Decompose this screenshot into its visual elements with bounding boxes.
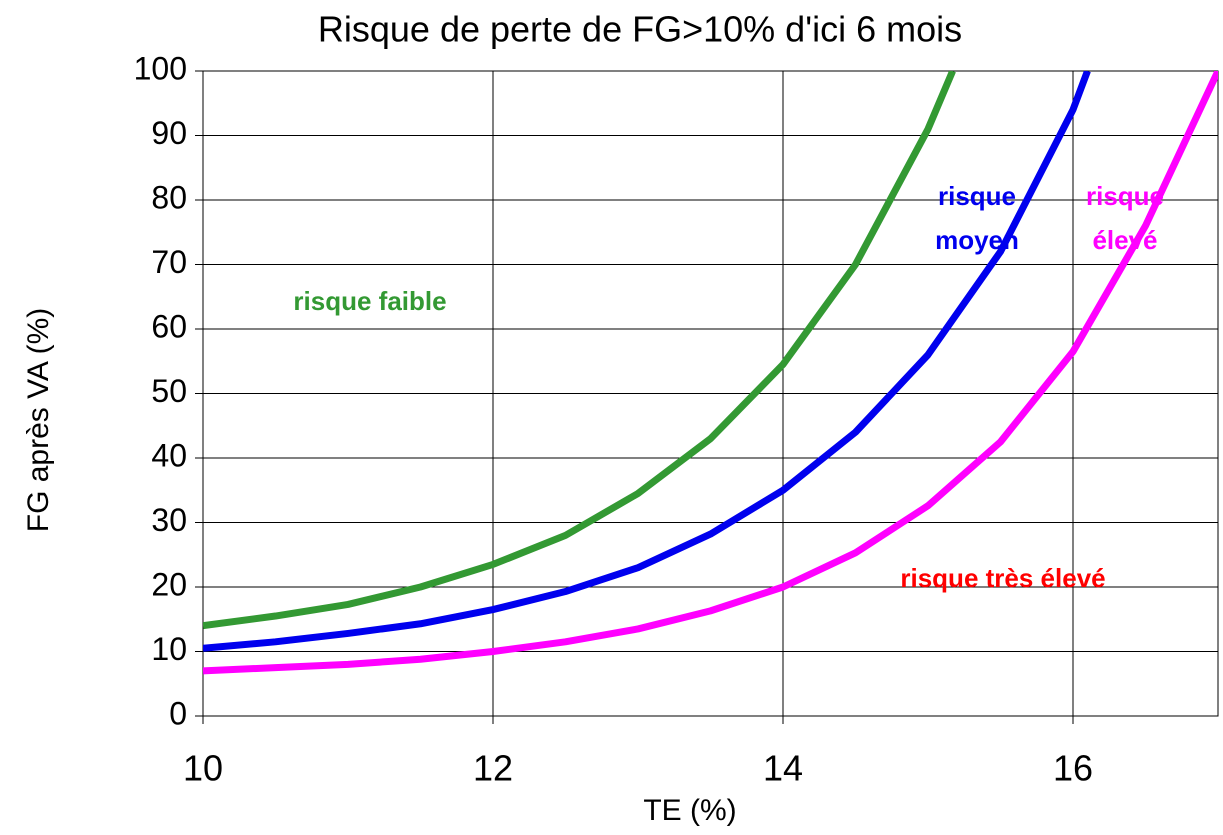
x-tick-label: 12	[473, 748, 513, 789]
annotation: élevé	[1092, 225, 1157, 255]
y-tick-label: 30	[151, 502, 187, 538]
y-tick-label: 90	[151, 115, 187, 151]
x-tick-label: 14	[763, 748, 803, 789]
x-tick-label: 10	[183, 748, 223, 789]
y-tick-label: 20	[151, 566, 187, 602]
y-tick-label: 100	[134, 50, 187, 86]
plot-frame	[202, 70, 1219, 717]
chart-title: Risque de perte de FG>10% d'ici 6 mois	[318, 9, 962, 50]
x-axis-label: TE (%)	[643, 794, 736, 827]
series-line	[203, 71, 956, 630]
annotation: risque très élevé	[900, 563, 1105, 593]
y-tick-label: 50	[151, 373, 187, 409]
y-tick-label: 80	[151, 179, 187, 215]
annotation: risque	[938, 181, 1016, 211]
y-tick-label: 0	[169, 695, 187, 731]
annotation: moyen	[935, 225, 1019, 255]
lines	[203, 71, 1218, 675]
y-tick-label: 60	[151, 308, 187, 344]
y-tick-label: 10	[151, 631, 187, 667]
annotation: risque faible	[293, 286, 446, 316]
annotation: risque	[1086, 181, 1164, 211]
series-line	[203, 71, 1091, 652]
y-axis-label: FG après VA (%)	[22, 308, 55, 533]
series-line	[203, 71, 1218, 675]
y-tick-label: 40	[151, 437, 187, 473]
y-tick-label: 70	[151, 244, 187, 280]
x-tick-label: 16	[1053, 748, 1093, 789]
